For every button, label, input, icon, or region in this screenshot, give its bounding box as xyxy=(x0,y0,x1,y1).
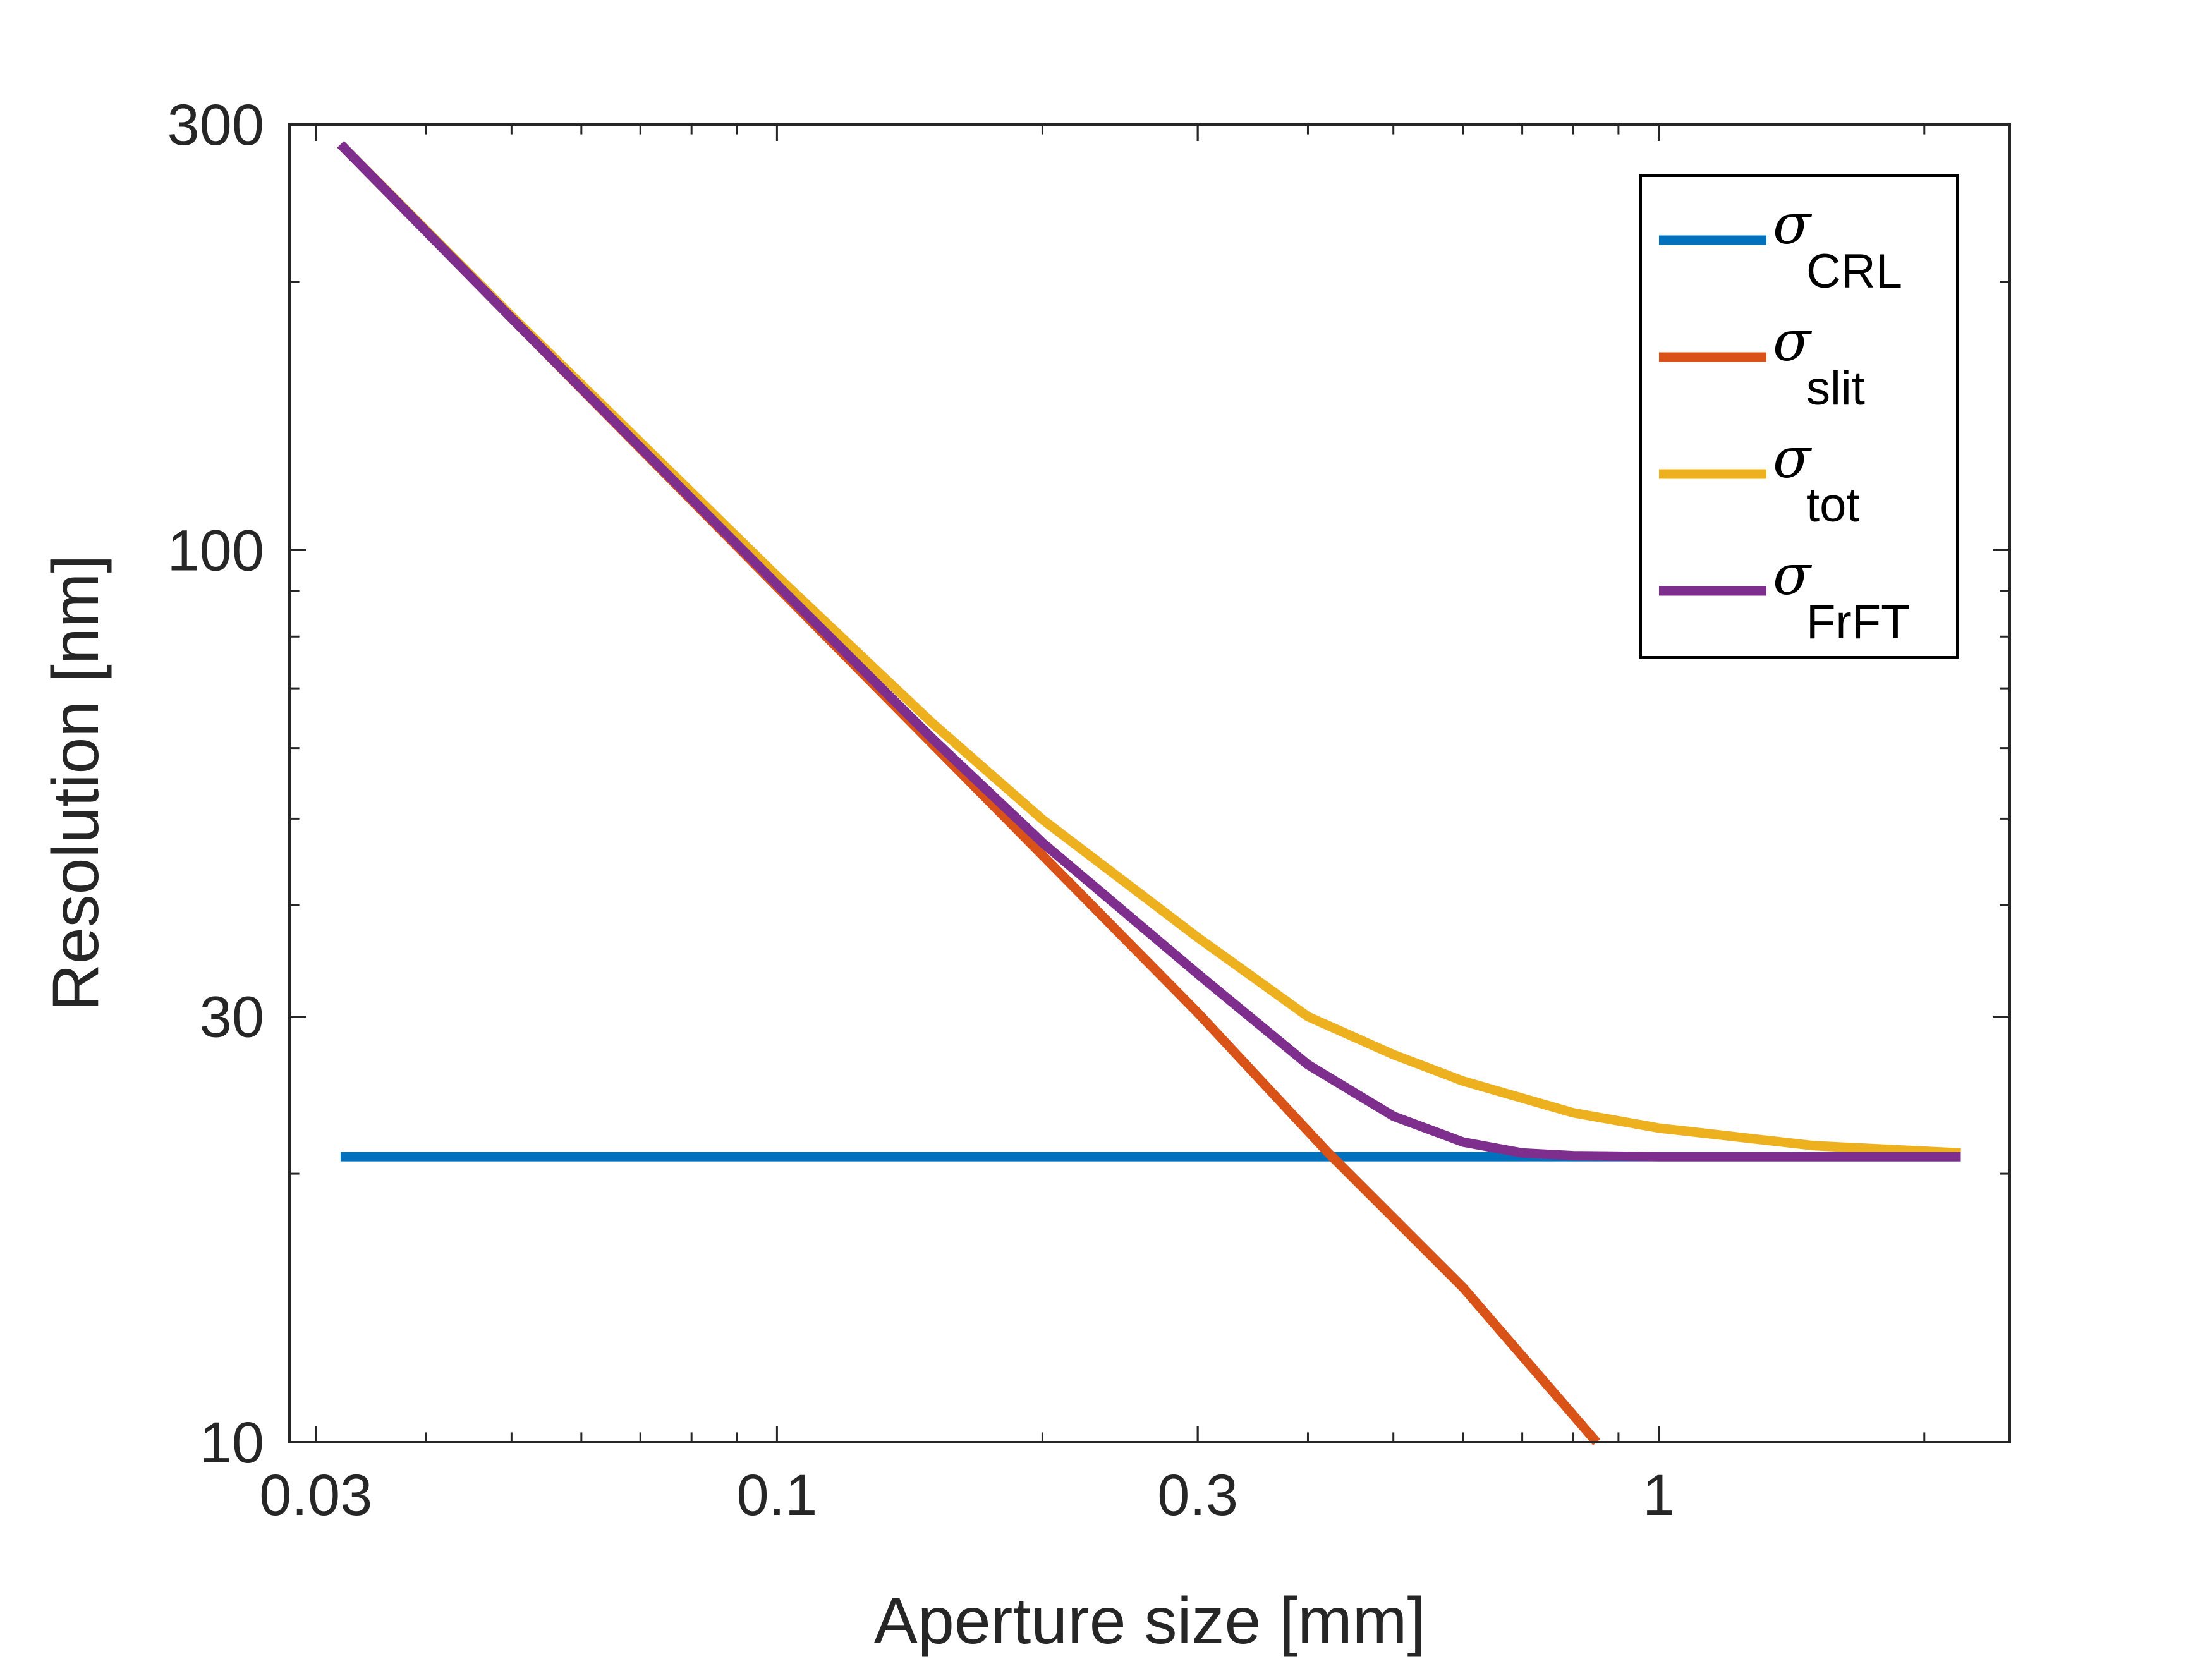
x-tick-label: 0.1 xyxy=(736,1463,817,1528)
legend-label: FrFT xyxy=(1806,595,1911,649)
legend-symbol: σ xyxy=(1773,542,1813,607)
legend-symbol: σ xyxy=(1773,191,1813,257)
series-layer xyxy=(337,141,1961,1445)
x-tick-label: 1 xyxy=(1643,1463,1675,1528)
x-tick-label: 0.03 xyxy=(259,1463,372,1528)
y-tick-label: 100 xyxy=(167,518,265,583)
legend-symbol: σ xyxy=(1773,425,1813,490)
legend-box xyxy=(1639,174,1959,659)
y-tick-label: 300 xyxy=(167,93,265,157)
y-axis-label: Resolution [nm] xyxy=(39,555,112,1012)
legend-label: CRL xyxy=(1806,245,1902,298)
series-line-tot xyxy=(337,141,1961,1158)
legend-label: tot xyxy=(1806,478,1860,532)
x-axis-label: Aperture size [mm] xyxy=(874,1584,1426,1658)
series-line-frft xyxy=(337,141,1961,1162)
plot-frame xyxy=(288,123,2011,1443)
legend-label: slit xyxy=(1806,362,1865,415)
x-tick-label: 0.3 xyxy=(1157,1463,1238,1528)
legend-symbol: σ xyxy=(1773,308,1813,374)
y-tick-label: 10 xyxy=(200,1411,264,1475)
y-tick-label: 30 xyxy=(200,985,264,1050)
tick-labels: 0.03 0.1 0.3 1 10 30 100 300 xyxy=(167,93,1675,1528)
